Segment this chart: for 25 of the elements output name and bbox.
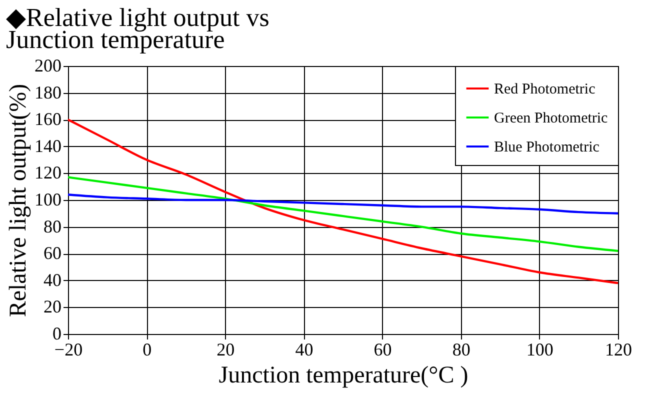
- y-tick-label: 200: [34, 56, 62, 76]
- y-tick-label: 140: [34, 136, 62, 156]
- x-tick-label: 100: [526, 340, 554, 360]
- line-series: [66, 194, 620, 214]
- y-tick-label: 80: [44, 216, 62, 236]
- legend-label: Green Photometric: [494, 110, 608, 126]
- legend-label: Blue Photometric: [494, 140, 600, 156]
- y-tick-label: 100: [34, 190, 62, 210]
- x-axis-title: Junction temperature(°C ): [218, 362, 468, 388]
- y-tick-label: 180: [34, 82, 62, 102]
- x-tick-label: 80: [452, 340, 470, 360]
- chart-title: ◆Relative light output vs Junction temperature: [6, 3, 270, 54]
- legend-label: Red Photometric: [494, 82, 596, 98]
- x-tick-label: 0: [142, 340, 152, 360]
- x-tick-label: 120: [605, 340, 632, 360]
- y-tick-label: 40: [44, 270, 62, 290]
- line-series: [66, 176, 620, 252]
- y-tick-label: 160: [34, 109, 62, 130]
- x-tick-label: 40: [295, 340, 314, 360]
- y-tick-label: 60: [44, 243, 62, 264]
- x-tick-label: 20: [216, 340, 235, 360]
- y-tick-label: 120: [34, 162, 62, 183]
- y-tick-label: 20: [44, 296, 62, 317]
- y-axis-title: Relative light output(%): [6, 84, 32, 318]
- x-tick-label: 60: [374, 340, 392, 360]
